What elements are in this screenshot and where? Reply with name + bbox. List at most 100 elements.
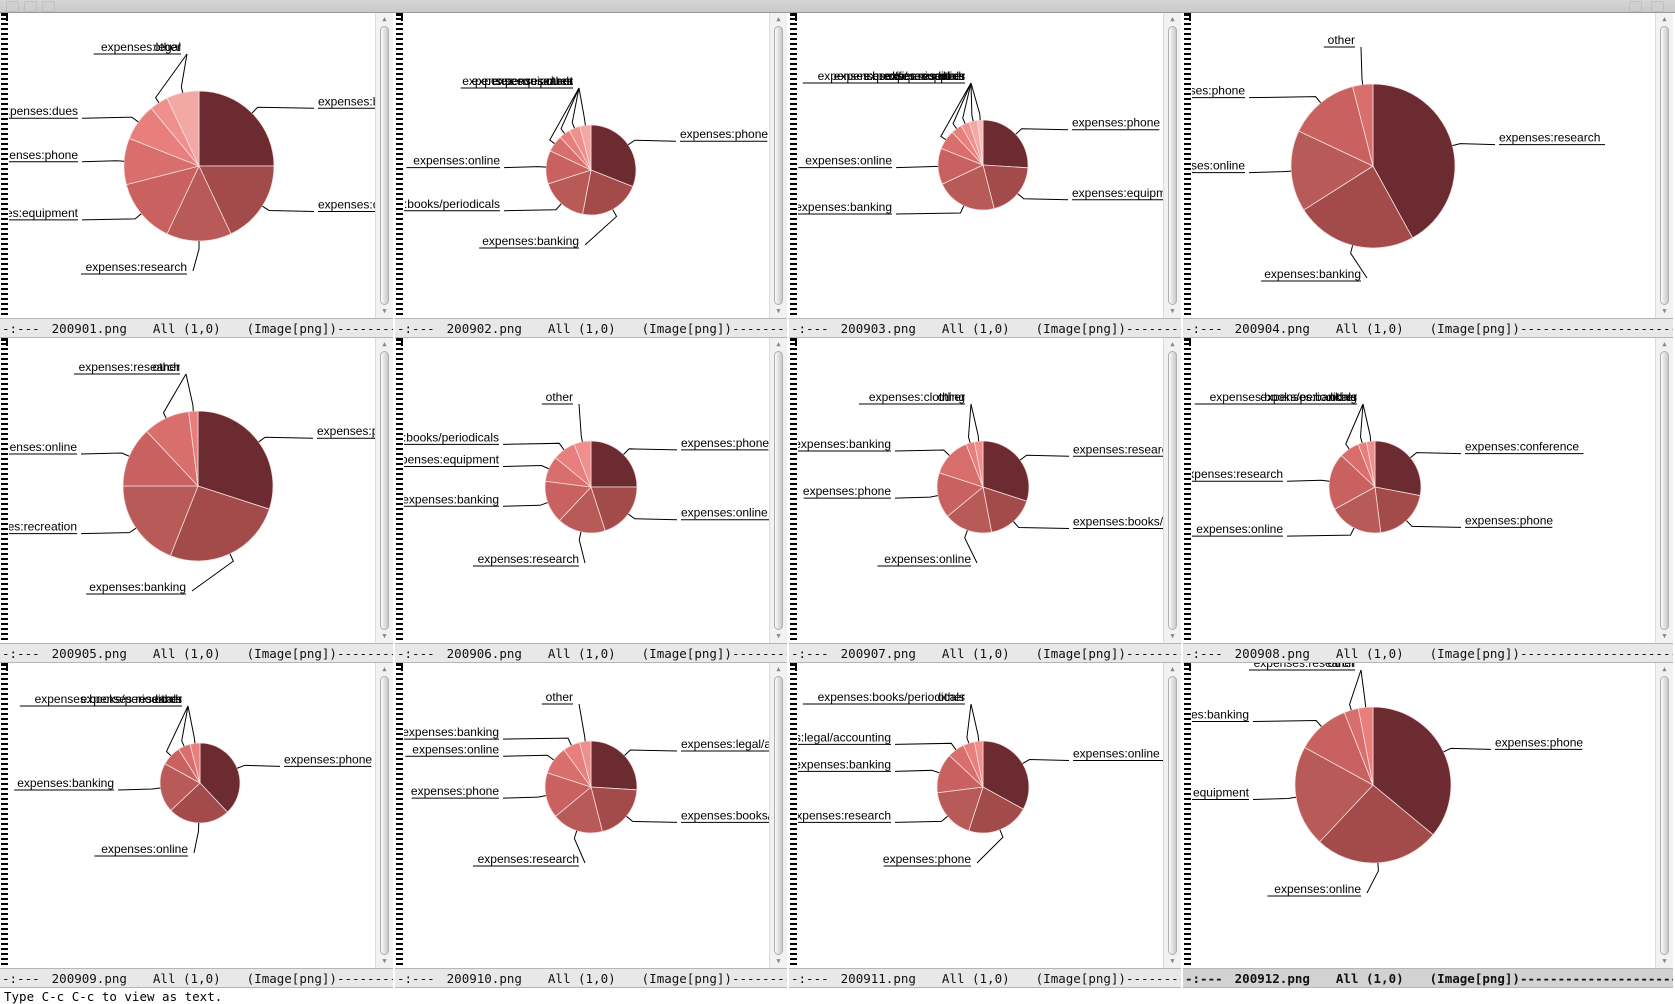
- window-divider[interactable]: [787, 663, 789, 988]
- window-divider[interactable]: [1181, 663, 1183, 988]
- image-canvas[interactable]: expenses:online expenses:phone expenses:re…: [798, 663, 1163, 968]
- image-canvas[interactable]: expenses:conference expenses:phone expense…: [1192, 338, 1655, 643]
- scroll-up-arrow-icon[interactable]: ▲: [776, 15, 781, 23]
- mode-line[interactable]: -:--- 200903.png All (1,0) (Image[png]) ----…: [789, 318, 1181, 338]
- window-divider[interactable]: [1181, 338, 1183, 663]
- scrollbar-track[interactable]: [770, 26, 787, 305]
- window-divider[interactable]: [787, 13, 789, 338]
- image-canvas[interactable]: expenses:phone expenses:online expenses:ba…: [9, 663, 375, 968]
- scrollbar-track[interactable]: [1164, 351, 1181, 630]
- scrollbar-track[interactable]: [1164, 676, 1181, 955]
- window-body[interactable]: expenses:banking expenses:online expenses:…: [0, 13, 393, 318]
- scrollbar-thumb[interactable]: [774, 351, 783, 630]
- vertical-scrollbar[interactable]: ▲ ▼: [375, 663, 393, 968]
- emacs-window-200907[interactable]: expenses:research expenses:books/periodic…: [789, 338, 1181, 663]
- toolbar-right-group[interactable]: [1629, 0, 1669, 12]
- emacs-window-200911[interactable]: expenses:online expenses:phone expenses:re…: [789, 663, 1181, 988]
- window-body[interactable]: expenses:phone expenses:online expenses:eq…: [1183, 663, 1673, 968]
- scroll-down-arrow-icon[interactable]: ▼: [776, 307, 781, 315]
- mode-line[interactable]: -:--- 200902.png All (1,0) (Image[png]) ----…: [395, 318, 787, 338]
- scroll-down-arrow-icon[interactable]: ▼: [1170, 307, 1175, 315]
- window-body[interactable]: expenses:phone expenses:banking expenses:b…: [395, 13, 787, 318]
- window-body[interactable]: expenses:legal/accounting expenses:books/…: [395, 663, 787, 968]
- new-file-icon[interactable]: [6, 0, 19, 12]
- mode-line[interactable]: -:--- 200905.png All (1,0) (Image[png]) ----…: [0, 643, 393, 663]
- window-divider[interactable]: [393, 338, 395, 663]
- emacs-window-200908[interactable]: expenses:conference expenses:phone expense…: [1183, 338, 1673, 663]
- scroll-down-arrow-icon[interactable]: ▼: [1662, 957, 1667, 965]
- scrollbar-thumb[interactable]: [380, 26, 389, 305]
- window-body[interactable]: expenses:online expenses:phone expenses:re…: [789, 663, 1181, 968]
- scroll-up-arrow-icon[interactable]: ▲: [1170, 15, 1175, 23]
- window-divider[interactable]: [393, 663, 395, 988]
- window-body[interactable]: expenses:research expenses:banking expense…: [1183, 13, 1673, 318]
- window-body[interactable]: expenses:phone expenses:equipment expenses…: [789, 13, 1181, 318]
- scroll-up-arrow-icon[interactable]: ▲: [382, 15, 387, 23]
- scrollbar-thumb[interactable]: [1168, 676, 1177, 955]
- vertical-scrollbar[interactable]: ▲ ▼: [1163, 338, 1181, 643]
- emacs-window-200902[interactable]: expenses:phone expenses:banking expenses:b…: [395, 13, 787, 338]
- scroll-up-arrow-icon[interactable]: ▲: [776, 665, 781, 673]
- scroll-down-arrow-icon[interactable]: ▼: [1662, 632, 1667, 640]
- vertical-scrollbar[interactable]: ▲ ▼: [1655, 663, 1673, 968]
- scrollbar-track[interactable]: [376, 351, 393, 630]
- vertical-scrollbar[interactable]: ▲ ▼: [375, 13, 393, 318]
- emacs-window-200909[interactable]: expenses:phone expenses:online expenses:ba…: [0, 663, 393, 988]
- image-canvas[interactable]: expenses:phone expenses:online expenses:eq…: [1192, 663, 1655, 968]
- scrollbar-thumb[interactable]: [380, 676, 389, 955]
- window-divider[interactable]: [393, 13, 395, 338]
- scrollbar-thumb[interactable]: [1168, 26, 1177, 305]
- scrollbar-track[interactable]: [376, 676, 393, 955]
- vertical-scrollbar[interactable]: ▲ ▼: [769, 13, 787, 318]
- scrollbar-thumb[interactable]: [1660, 676, 1669, 955]
- mode-line[interactable]: -:--- 200901.png All (1,0) (Image[png]) ----…: [0, 318, 393, 338]
- scrollbar-track[interactable]: [376, 26, 393, 305]
- scrollbar-track[interactable]: [770, 676, 787, 955]
- mode-line[interactable]: -:--- 200910.png All (1,0) (Image[png]) ----…: [395, 968, 787, 988]
- image-canvas[interactable]: expenses:phone expenses:online expenses:re…: [404, 338, 769, 643]
- scroll-up-arrow-icon[interactable]: ▲: [1662, 340, 1667, 348]
- image-canvas[interactable]: expenses:phone expenses:equipment expenses…: [798, 13, 1163, 318]
- vertical-scrollbar[interactable]: ▲ ▼: [375, 338, 393, 643]
- window-body[interactable]: expenses:phone expenses:online expenses:ba…: [0, 663, 393, 968]
- emacs-window-200906[interactable]: expenses:phone expenses:online expenses:re…: [395, 338, 787, 663]
- emacs-window-200910[interactable]: expenses:legal/accounting expenses:books/…: [395, 663, 787, 988]
- scrollbar-track[interactable]: [1656, 26, 1673, 305]
- scrollbar-thumb[interactable]: [1168, 351, 1177, 630]
- mode-line[interactable]: -:--- 200907.png All (1,0) (Image[png]) ----…: [789, 643, 1181, 663]
- scroll-down-arrow-icon[interactable]: ▼: [382, 632, 387, 640]
- vertical-scrollbar[interactable]: ▲ ▼: [769, 663, 787, 968]
- scroll-down-arrow-icon[interactable]: ▼: [382, 957, 387, 965]
- scroll-down-arrow-icon[interactable]: ▼: [776, 957, 781, 965]
- emacs-window-200904[interactable]: expenses:research expenses:banking expense…: [1183, 13, 1673, 338]
- scrollbar-track[interactable]: [1656, 676, 1673, 955]
- vertical-scrollbar[interactable]: ▲ ▼: [1163, 13, 1181, 318]
- scroll-down-arrow-icon[interactable]: ▼: [1170, 632, 1175, 640]
- scroll-down-arrow-icon[interactable]: ▼: [776, 632, 781, 640]
- scroll-up-arrow-icon[interactable]: ▲: [776, 340, 781, 348]
- window-body[interactable]: expenses:conference expenses:phone expense…: [1183, 338, 1673, 643]
- emacs-window-200912[interactable]: expenses:phone expenses:online expenses:eq…: [1183, 663, 1673, 988]
- scroll-up-arrow-icon[interactable]: ▲: [1170, 665, 1175, 673]
- emacs-window-200901[interactable]: expenses:banking expenses:online expenses:…: [0, 13, 393, 338]
- window-body[interactable]: expenses:research expenses:books/periodic…: [789, 338, 1181, 643]
- image-canvas[interactable]: expenses:research expenses:banking expense…: [1192, 13, 1655, 318]
- vertical-scrollbar[interactable]: ▲ ▼: [1655, 338, 1673, 643]
- window-divider[interactable]: [787, 338, 789, 663]
- scroll-down-arrow-icon[interactable]: ▼: [1662, 307, 1667, 315]
- image-canvas[interactable]: expenses:phone expenses:banking expenses:b…: [404, 13, 769, 318]
- mode-line[interactable]: -:--- 200904.png All (1,0) (Image[png]) ----…: [1183, 318, 1673, 338]
- scroll-up-arrow-icon[interactable]: ▲: [382, 665, 387, 673]
- scroll-down-arrow-icon[interactable]: ▼: [1170, 957, 1175, 965]
- window-divider[interactable]: [1181, 13, 1183, 338]
- scrollbar-thumb[interactable]: [380, 351, 389, 630]
- mode-line[interactable]: -:--- 200912.png All (1,0) (Image[png]) ----…: [1183, 968, 1673, 988]
- vertical-scrollbar[interactable]: ▲ ▼: [769, 338, 787, 643]
- scrollbar-thumb[interactable]: [1660, 351, 1669, 630]
- mode-line[interactable]: -:--- 200908.png All (1,0) (Image[png]) ----…: [1183, 643, 1673, 663]
- scroll-up-arrow-icon[interactable]: ▲: [1170, 340, 1175, 348]
- image-canvas[interactable]: expenses:phone expenses:banking expenses:r…: [9, 338, 375, 643]
- vertical-scrollbar[interactable]: ▲ ▼: [1655, 13, 1673, 318]
- open-file-icon[interactable]: [24, 0, 37, 12]
- scrollbar-thumb[interactable]: [774, 26, 783, 305]
